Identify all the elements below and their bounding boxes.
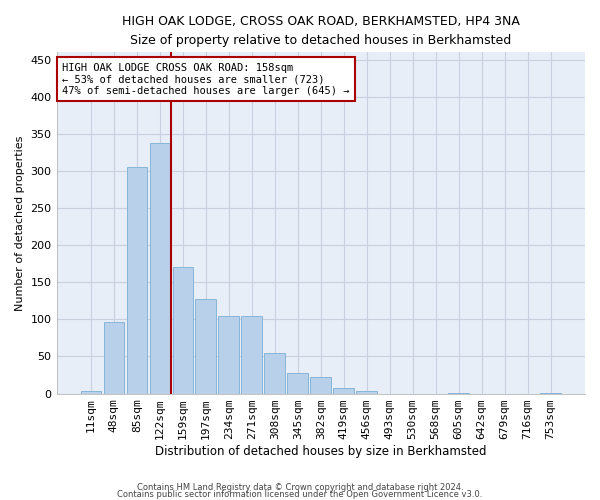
Y-axis label: Number of detached properties: Number of detached properties bbox=[15, 136, 25, 310]
Bar bbox=[127, 168, 147, 394]
Text: HIGH OAK LODGE CROSS OAK ROAD: 158sqm
← 53% of detached houses are smaller (723): HIGH OAK LODGE CROSS OAK ROAD: 158sqm ← … bbox=[62, 62, 349, 96]
Bar bbox=[540, 393, 561, 394]
Bar bbox=[287, 373, 308, 394]
Bar bbox=[149, 143, 170, 394]
Bar bbox=[334, 388, 354, 394]
Bar bbox=[218, 316, 239, 394]
Bar bbox=[173, 268, 193, 394]
Bar bbox=[196, 298, 216, 394]
X-axis label: Distribution of detached houses by size in Berkhamsted: Distribution of detached houses by size … bbox=[155, 444, 487, 458]
Text: Contains public sector information licensed under the Open Government Licence v3: Contains public sector information licen… bbox=[118, 490, 482, 499]
Bar bbox=[448, 393, 469, 394]
Bar bbox=[310, 378, 331, 394]
Title: HIGH OAK LODGE, CROSS OAK ROAD, BERKHAMSTED, HP4 3NA
Size of property relative t: HIGH OAK LODGE, CROSS OAK ROAD, BERKHAMS… bbox=[122, 15, 520, 47]
Bar bbox=[104, 322, 124, 394]
Text: Contains HM Land Registry data © Crown copyright and database right 2024.: Contains HM Land Registry data © Crown c… bbox=[137, 484, 463, 492]
Bar bbox=[265, 353, 285, 394]
Bar bbox=[241, 316, 262, 394]
Bar bbox=[80, 392, 101, 394]
Bar bbox=[356, 392, 377, 394]
